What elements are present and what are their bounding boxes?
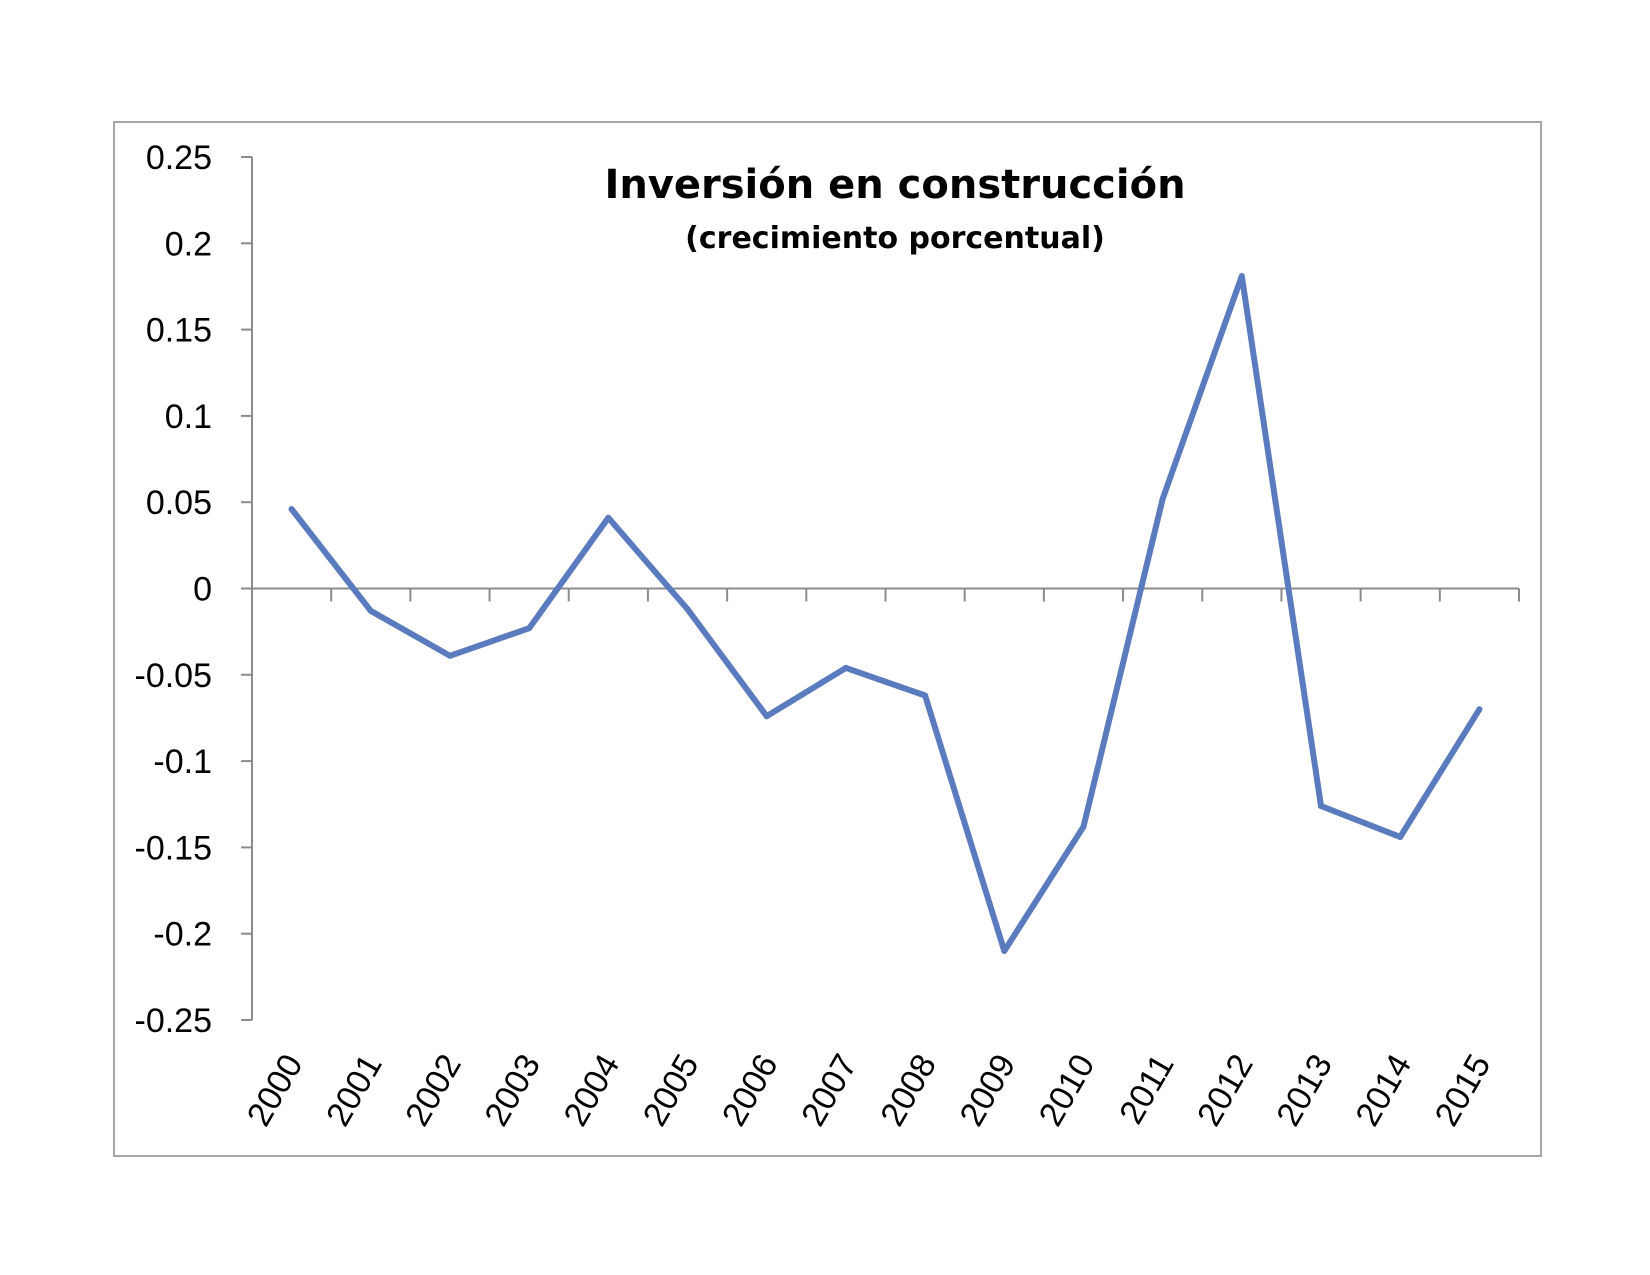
y-tick-label: -0.15 — [135, 829, 213, 867]
y-tick-label: 0.15 — [146, 312, 212, 350]
chart-title: Inversión en construcción — [604, 162, 1185, 208]
data-point-2009 — [1001, 947, 1008, 954]
data-point-2006 — [763, 713, 770, 720]
x-tick-label: 2006 — [715, 1048, 786, 1133]
data-point-2011 — [1159, 495, 1166, 502]
data-point-2010 — [1080, 823, 1087, 830]
x-tick-label: 2012 — [1190, 1048, 1261, 1133]
series-group — [288, 273, 1483, 954]
data-point-2012 — [1238, 273, 1245, 280]
x-tick-label: 2011 — [1112, 1048, 1181, 1130]
x-tick-label: 2010 — [1032, 1048, 1103, 1133]
y-tick-label: 0.05 — [146, 484, 212, 522]
x-tick-label: 2001 — [319, 1048, 390, 1133]
x-tick-label: 2004 — [557, 1048, 628, 1133]
data-point-2015 — [1476, 706, 1483, 713]
y-tick-label: -0.05 — [135, 657, 213, 695]
x-tick-label: 2007 — [794, 1048, 865, 1133]
y-tick-label: -0.1 — [153, 743, 212, 781]
y-axis-ticks: 0.25 0.2 0.15 0.1 0.05 0 -0.05 -0.1 -0.15 -0.2 -0.… — [135, 139, 252, 1040]
x-tick-label: 2002 — [398, 1048, 469, 1133]
y-tick-label: 0.2 — [165, 225, 212, 263]
x-tick-label: 2003 — [477, 1048, 548, 1133]
chart-frame — [113, 121, 1542, 1157]
data-point-2002 — [446, 652, 453, 659]
y-tick-label: 0 — [193, 571, 212, 609]
y-tick-label: 0.1 — [165, 398, 212, 436]
x-tick-label: 2015 — [1428, 1048, 1499, 1133]
y-tick-label: -0.25 — [135, 1002, 213, 1040]
data-point-2007 — [842, 664, 849, 671]
x-axis-ticks: 2000 2001 2002 2003 2004 2005 2006 2007 2008 2009… — [240, 588, 1520, 1133]
series-line — [288, 273, 1483, 954]
data-point-2014 — [1397, 834, 1404, 841]
chart-subtitle: (crecimiento porcentual) — [685, 221, 1105, 256]
data-point-2008 — [922, 692, 929, 699]
data-point-2003 — [526, 625, 533, 632]
data-point-2013 — [1318, 802, 1325, 809]
x-tick-label: 2005 — [636, 1048, 707, 1133]
data-point-2000 — [288, 506, 295, 513]
x-tick-label: 2008 — [873, 1048, 944, 1133]
x-tick-label: 2009 — [952, 1048, 1023, 1133]
x-tick-label: 2014 — [1348, 1048, 1419, 1133]
y-tick-label: 0.25 — [146, 139, 212, 177]
data-point-2001 — [367, 607, 374, 614]
data-point-2004 — [605, 514, 612, 521]
data-point-2005 — [684, 606, 691, 613]
y-tick-label: -0.2 — [153, 916, 212, 954]
x-tick-label: 2013 — [1269, 1048, 1340, 1133]
x-tick-label: 2000 — [240, 1048, 311, 1133]
